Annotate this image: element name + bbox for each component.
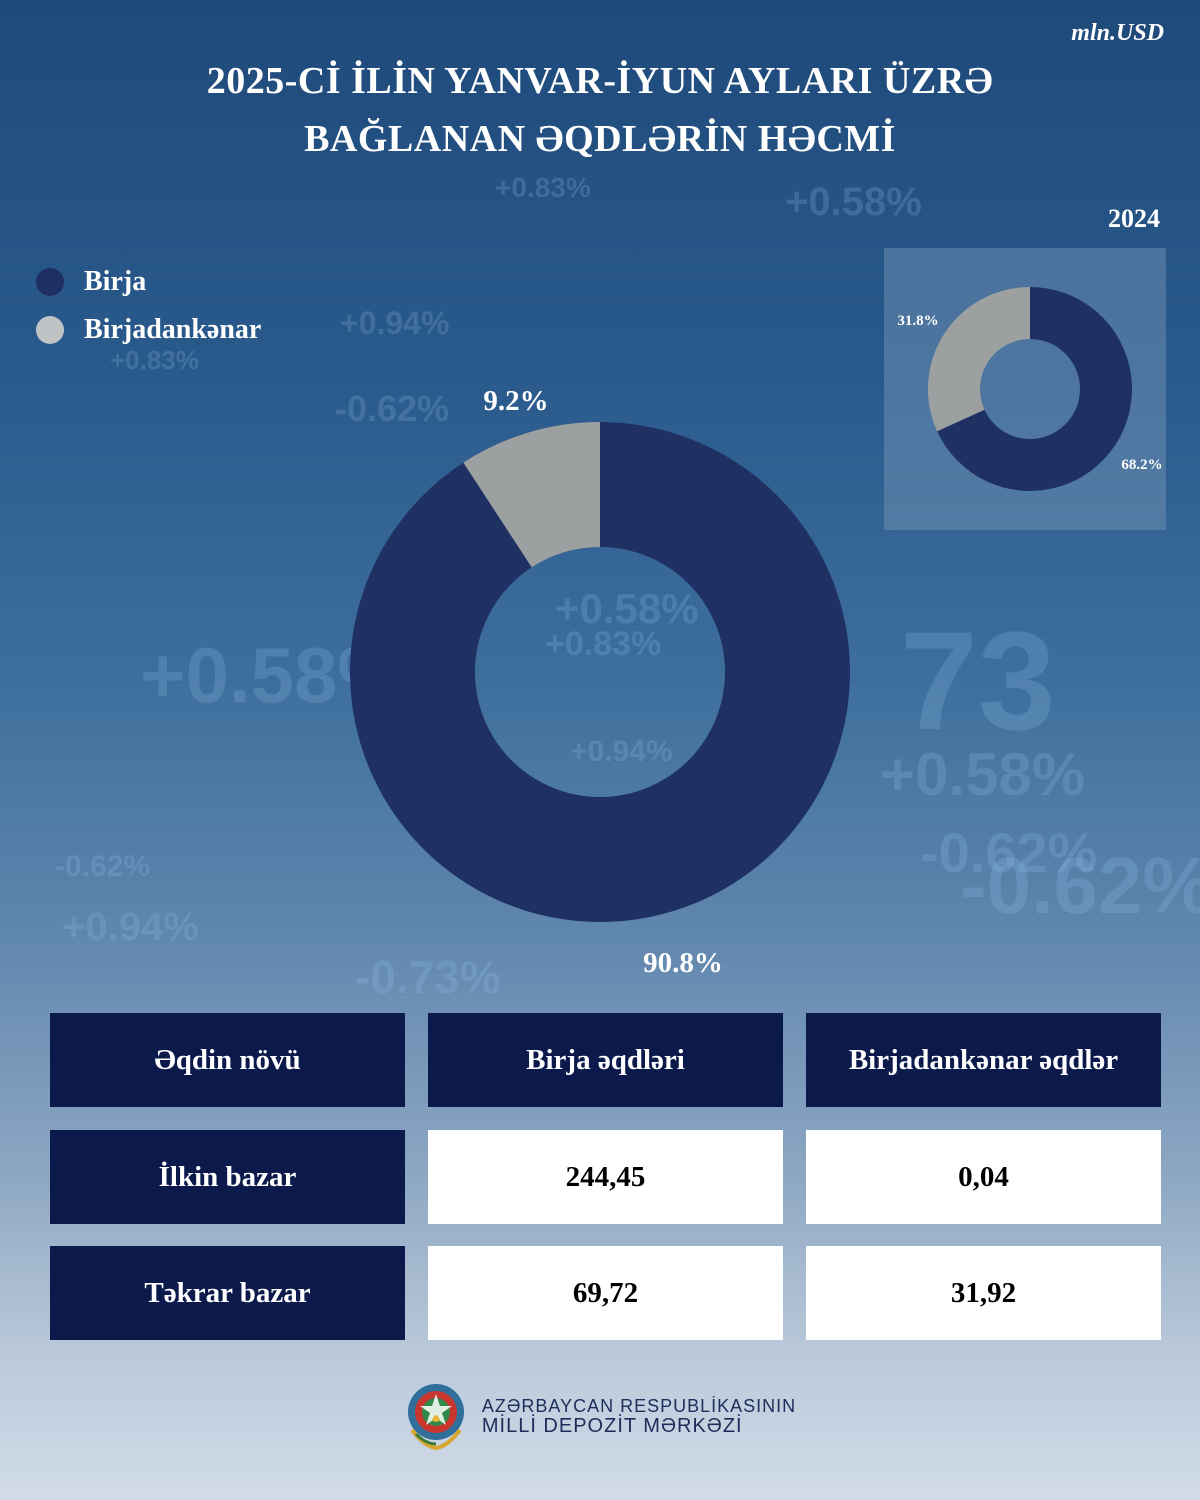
table-cell: 0,04	[806, 1130, 1161, 1224]
legend-swatch-birja	[36, 268, 64, 296]
table-header-type: Əqdin növü	[50, 1013, 405, 1107]
title-line-1: 2025-Cİ İLİN YANVAR-İYUN AYLARI ÜZRƏ	[206, 60, 994, 102]
donut-slice-birjadankenar	[463, 422, 600, 568]
inset-chart-panel: 68.2% 31.8%	[884, 248, 1166, 530]
unit-label: mln.USD	[1071, 20, 1164, 46]
page-title: 2025-Cİ İLİN YANVAR-İYUN AYLARI ÜZRƏ BAĞ…	[0, 52, 1200, 168]
table-cell: 69,72	[428, 1246, 783, 1340]
chart-legend: Birja Birjadankənar	[36, 258, 261, 354]
slice-value-label: 68.2%	[1121, 457, 1162, 473]
main-donut-chart: 90.8% 9.2%	[350, 385, 851, 979]
table-cell: 244,45	[428, 1130, 783, 1224]
donut-slice-birjadankenar	[928, 287, 1030, 432]
legend-item-birja: Birja	[36, 258, 261, 306]
footer: AZƏRBAYCAN RESPUBLİKASININ MİLLİ DEPOZİT…	[0, 1380, 1200, 1452]
inset-donut-chart: 68.2% 31.8%	[897, 287, 1163, 491]
table-cell: 31,92	[806, 1246, 1161, 1340]
emblem-logo-icon	[407, 1384, 464, 1451]
legend-label: Birjadankənar	[84, 314, 262, 345]
table-header-exchange: Birja əqdləri	[428, 1013, 783, 1107]
donut-slice-birja	[350, 422, 851, 922]
slice-value-label: 31.8%	[897, 313, 938, 329]
footer-line-1: AZƏRBAYCAN RESPUBLİKASININ	[481, 1396, 797, 1416]
legend-item-birjadankenar: Birjadankənar	[36, 306, 261, 354]
table-row-label: İlkin bazar	[50, 1130, 405, 1224]
slice-value-label: 90.8%	[643, 947, 723, 979]
title-line-2: BAĞLANAN ƏQDLƏRİN HƏCMİ	[304, 118, 896, 160]
table-row-label: Təkrar bazar	[50, 1246, 405, 1340]
bg-number: +0.94%	[340, 305, 450, 341]
footer-line-2: MİLLİ DEPOZİT MƏRKƏZİ	[481, 1415, 743, 1437]
legend-label: Birja	[84, 266, 147, 297]
slice-value-label: 9.2%	[483, 385, 548, 417]
footer-text: AZƏRBAYCAN RESPUBLİKASININ MİLLİ DEPOZİT…	[482, 1396, 796, 1436]
bg-number: +0.58%	[785, 180, 922, 224]
legend-swatch-birjadankenar	[36, 316, 64, 344]
bg-number: +0.83%	[495, 172, 591, 203]
table-header-otc: Birjadankənar əqdlər	[806, 1013, 1161, 1107]
donut-slice-birja	[937, 287, 1132, 491]
inset-chart-title: 2024	[1108, 204, 1160, 233]
